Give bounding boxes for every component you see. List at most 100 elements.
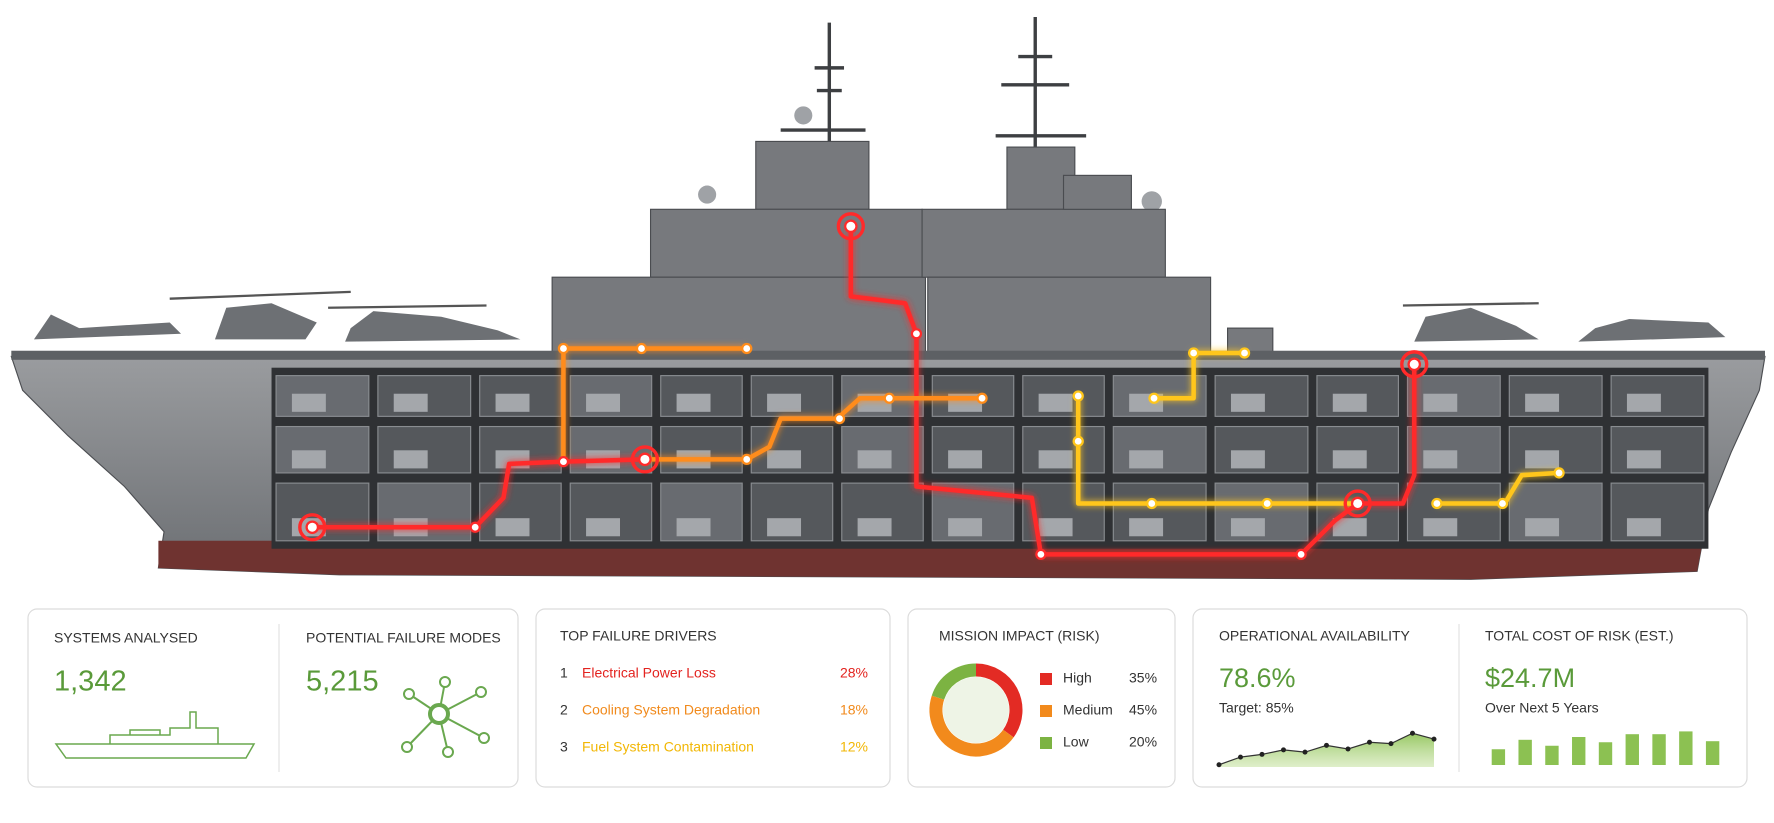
failure-node bbox=[557, 342, 570, 355]
card-title: OPERATIONAL AVAILABILITY bbox=[1219, 628, 1411, 644]
failure-node bbox=[469, 521, 481, 533]
machinery bbox=[1525, 450, 1560, 469]
card-title: TOTAL COST OF RISK (EST.) bbox=[1485, 628, 1674, 644]
failure-node bbox=[1146, 497, 1158, 510]
trend-point bbox=[1281, 747, 1286, 753]
donut-chart: High 35% Medium 45% Low 20% bbox=[929, 663, 1157, 757]
trend-bar bbox=[1572, 737, 1586, 765]
failure-nodes bbox=[298, 212, 1565, 561]
rotors bbox=[169, 290, 1539, 309]
machinery bbox=[1626, 393, 1661, 412]
failure-node bbox=[976, 392, 988, 404]
trend-bar bbox=[1679, 731, 1693, 765]
trend-bar bbox=[1518, 739, 1532, 765]
failure-node bbox=[833, 412, 846, 425]
trend-point bbox=[1431, 736, 1437, 742]
machinery bbox=[1423, 450, 1458, 469]
machinery bbox=[1525, 518, 1560, 537]
failure-node-ring bbox=[298, 513, 327, 542]
machinery bbox=[948, 518, 983, 537]
machinery bbox=[1230, 393, 1265, 412]
failure-node bbox=[1295, 548, 1307, 561]
card-title: TOP FAILURE DRIVERS bbox=[560, 628, 717, 644]
flight-deck bbox=[11, 350, 1765, 360]
machinery bbox=[1423, 518, 1458, 537]
legend-value: 20% bbox=[1129, 734, 1157, 750]
trend-point bbox=[1367, 739, 1372, 745]
machinery bbox=[1423, 393, 1458, 412]
trend-bar bbox=[1705, 741, 1720, 765]
metric-label: SYSTEMS ANALYSED bbox=[54, 630, 198, 646]
failure-node bbox=[635, 342, 648, 355]
machinery bbox=[1129, 450, 1164, 469]
radar-dome bbox=[1141, 191, 1162, 212]
machinery bbox=[495, 393, 530, 412]
machinery bbox=[767, 518, 802, 537]
machinery bbox=[291, 450, 326, 469]
legend-label: Medium bbox=[1063, 702, 1113, 718]
superstructure bbox=[551, 140, 1274, 357]
trend-bar bbox=[1598, 742, 1613, 765]
failure-node bbox=[741, 453, 753, 466]
failure-node bbox=[1431, 497, 1443, 510]
metric-value: 5,215 bbox=[306, 666, 379, 698]
machinery bbox=[676, 518, 711, 537]
machinery bbox=[857, 518, 892, 537]
machinery bbox=[291, 393, 326, 412]
machinery bbox=[857, 450, 892, 469]
failure-node-ring bbox=[1400, 350, 1429, 379]
failure-node bbox=[638, 452, 652, 467]
metric-label: POTENTIAL FAILURE MODES bbox=[306, 630, 501, 646]
machinery bbox=[1332, 450, 1367, 469]
machinery bbox=[767, 450, 802, 469]
trend-area bbox=[1216, 730, 1437, 768]
network-icon bbox=[401, 676, 490, 758]
legend-value: 45% bbox=[1129, 702, 1157, 718]
kpi-value: 78.6% bbox=[1219, 663, 1296, 693]
driver-rank: 3 bbox=[560, 739, 568, 755]
driver-share: 18% bbox=[840, 702, 868, 718]
compartments bbox=[275, 375, 1705, 542]
legend-label: Low bbox=[1063, 734, 1090, 750]
legend-value: 35% bbox=[1129, 670, 1157, 686]
failure-node bbox=[1238, 347, 1251, 359]
trend-point bbox=[1238, 754, 1243, 760]
failure-node bbox=[1496, 497, 1509, 510]
machinery bbox=[1525, 393, 1560, 412]
hull-waterline bbox=[158, 540, 1703, 580]
trend-point bbox=[1345, 746, 1351, 752]
machinery bbox=[1332, 518, 1367, 537]
donut-inner bbox=[943, 677, 1009, 743]
trend-bar bbox=[1652, 734, 1666, 765]
machinery bbox=[1038, 393, 1073, 412]
donut-segment bbox=[975, 663, 1023, 738]
failure-node bbox=[1407, 357, 1422, 372]
machinery bbox=[1332, 393, 1367, 412]
machinery bbox=[676, 393, 711, 412]
card bbox=[27, 608, 519, 788]
driver-rank: 2 bbox=[560, 702, 568, 718]
trend-point bbox=[1216, 762, 1222, 768]
machinery bbox=[393, 393, 428, 412]
failure-node bbox=[883, 392, 895, 404]
compartment bbox=[377, 482, 472, 542]
radar-dome bbox=[698, 185, 717, 204]
trend-point bbox=[1324, 742, 1329, 748]
driver-name: Fuel System Contamination bbox=[582, 739, 754, 755]
ship-illustration bbox=[10, 16, 1766, 580]
driver-name: Cooling System Degradation bbox=[582, 702, 760, 718]
trend-bars bbox=[1491, 731, 1720, 765]
legend-label: High bbox=[1063, 670, 1092, 686]
machinery bbox=[586, 393, 621, 412]
kpi-note: Target: 85% bbox=[1219, 700, 1294, 716]
trend-bar bbox=[1491, 749, 1506, 765]
failure-node bbox=[1072, 435, 1084, 447]
failure-node-ring bbox=[836, 212, 865, 241]
driver-rank: 1 bbox=[560, 665, 568, 681]
legend-swatch bbox=[1040, 737, 1052, 749]
machinery bbox=[1038, 518, 1073, 537]
failure-node-ring bbox=[1343, 489, 1372, 518]
machinery bbox=[495, 518, 530, 537]
